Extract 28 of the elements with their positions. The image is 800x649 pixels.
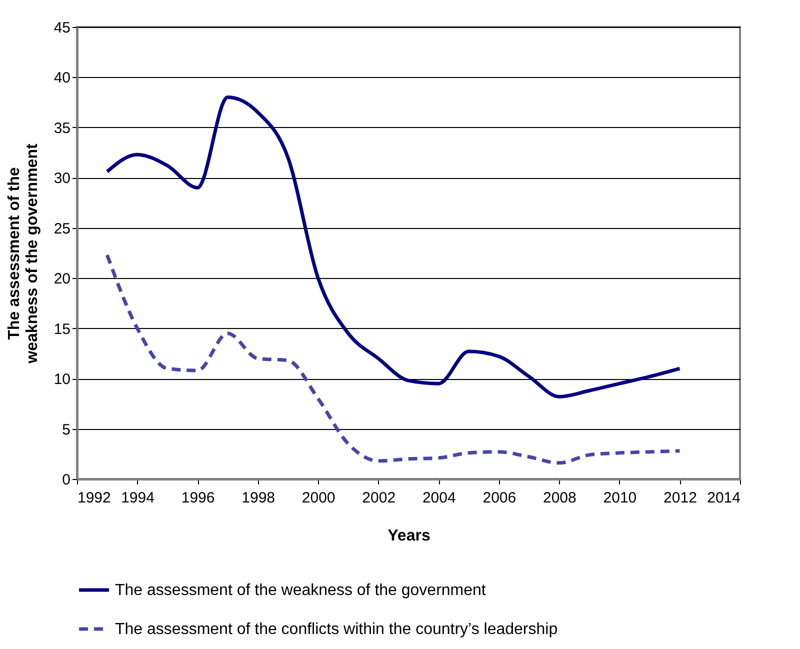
x-tick-label: 2014 xyxy=(707,490,740,506)
y-tick-label: 35 xyxy=(54,120,70,137)
y-tick-label: 0 xyxy=(62,472,70,488)
y-tick-label: 10 xyxy=(54,371,70,388)
x-tick-label: 2012 xyxy=(664,490,697,506)
y-tick-label: 15 xyxy=(54,320,70,338)
x-tick-label: 2000 xyxy=(302,490,336,506)
x-tick-label: 2006 xyxy=(482,490,516,506)
x-tick-label: 2002 xyxy=(362,490,396,506)
x-tick-label: 2008 xyxy=(542,490,576,506)
x-tick-label: 1992 xyxy=(78,490,111,506)
legend-label: The assessment of the weakness of the government xyxy=(115,582,486,599)
x-tick-label: 2004 xyxy=(422,490,456,506)
y-tick-label: 45 xyxy=(54,20,70,36)
y-tick-label: 30 xyxy=(54,170,70,188)
y-axis-title: The assessment of the weakness of the government xyxy=(6,143,41,364)
x-axis-title: Years xyxy=(388,528,430,544)
x-tick-label: 1994 xyxy=(121,490,154,506)
y-tick-label: 25 xyxy=(54,220,70,238)
x-tick-label: 2010 xyxy=(603,490,637,506)
line-series xyxy=(105,96,682,398)
x-tick-label: 1996 xyxy=(181,490,215,506)
y-tick-label: 5 xyxy=(62,421,70,438)
y-tick-label: 40 xyxy=(54,70,70,87)
x-tick-label: 1998 xyxy=(242,490,276,506)
y-tick-label: 20 xyxy=(54,270,70,288)
line-series xyxy=(105,253,682,465)
legend-label: The assessment of the conflicts within the country’s leadership xyxy=(115,621,558,638)
